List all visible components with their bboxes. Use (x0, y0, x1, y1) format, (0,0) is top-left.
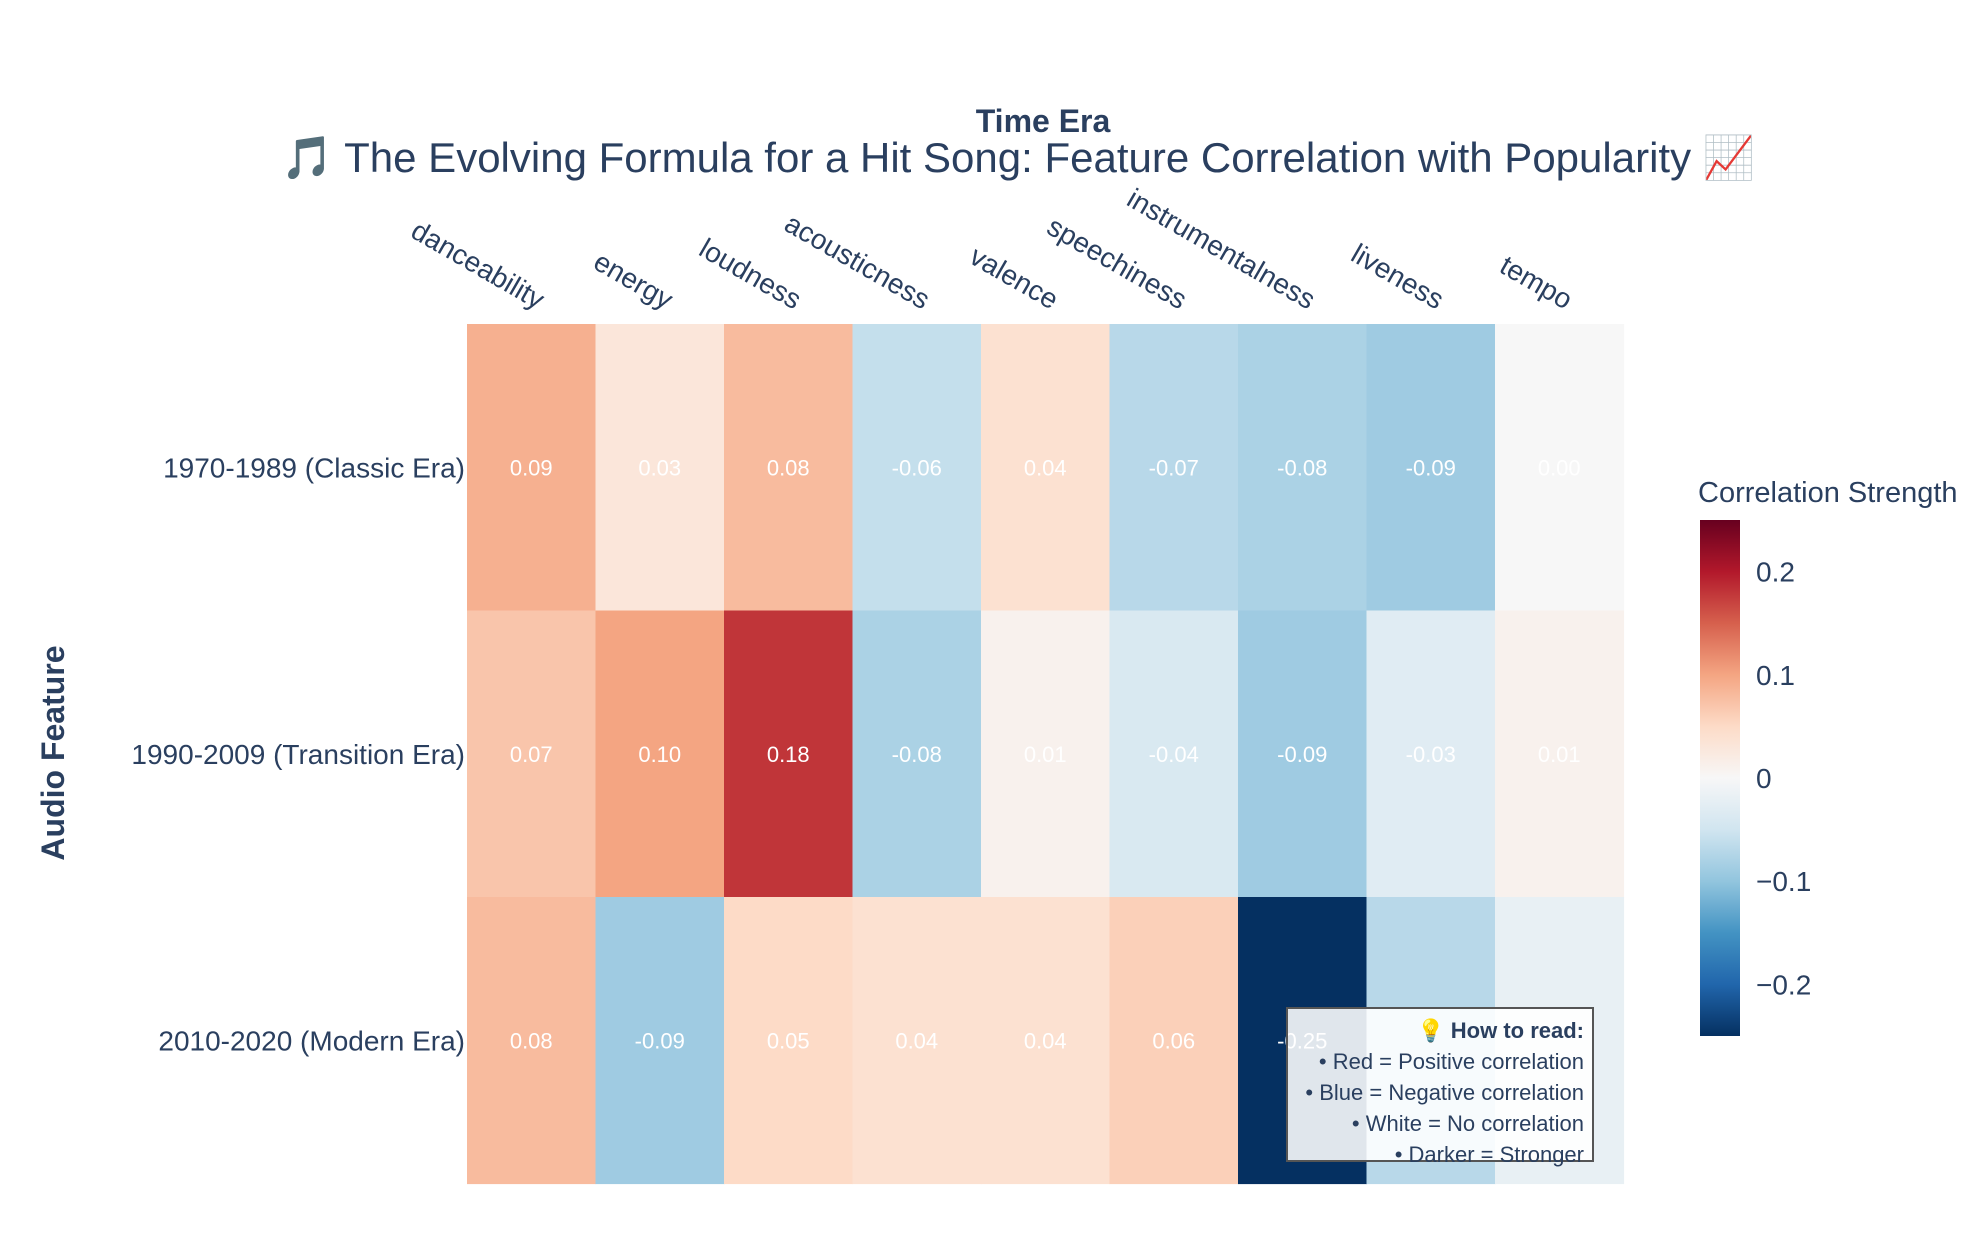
annotation-line-darker: • Darker = Stronger (1394, 1142, 1584, 1167)
heatmap-cell[interactable] (595, 324, 725, 612)
cell-value-label: 0.00 (1538, 455, 1581, 480)
y-tick-label: 2010-2020 (Modern Era) (158, 1025, 465, 1056)
heatmap-cell[interactable] (467, 897, 597, 1185)
cell-value-label: 0.06 (1152, 1028, 1195, 1053)
colorbar-tick-label: 0.2 (1756, 557, 1795, 588)
colorbar-tick-labels: 0.2 0.1 0 −0.1 −0.2 (1756, 557, 1811, 1001)
x-tick-label: loudness (694, 232, 807, 315)
heatmap-cell[interactable] (981, 610, 1111, 898)
how-to-read-annotation: 💡 How to read: • Red = Positive correlat… (1286, 1007, 1594, 1167)
heatmap-cell[interactable] (1238, 610, 1368, 898)
colorbar-tick-label: 0.1 (1756, 660, 1795, 691)
heatmap-cell[interactable] (1495, 324, 1625, 612)
heatmap-cell[interactable] (852, 610, 982, 898)
cell-value-label: 0.04 (895, 1028, 938, 1053)
cell-value-label: -0.09 (1406, 455, 1456, 480)
heatmap-cell[interactable] (1109, 610, 1239, 898)
cell-value-label: 0.01 (1024, 742, 1067, 767)
y-tick-label: 1990-2009 (Transition Era) (131, 739, 465, 770)
annotation-line-red: • Red = Positive correlation (1318, 1049, 1584, 1074)
heatmap-cell[interactable] (981, 897, 1111, 1185)
heatmap-cell[interactable] (724, 897, 854, 1185)
x-tick-label: liveness (1346, 238, 1449, 315)
cell-value-label: 0.08 (767, 455, 810, 480)
cell-value-label: -0.09 (635, 1028, 685, 1053)
x-tick-label: tempo (1495, 249, 1578, 315)
heatmap-cell[interactable] (724, 324, 854, 612)
colorbar-tick-label: −0.2 (1756, 969, 1811, 1000)
x-axis-title: Time Era (976, 103, 1111, 139)
annotation-line-blue: • Blue = Negative correlation (1305, 1080, 1584, 1105)
colorbar (1700, 520, 1740, 1036)
heatmap-cell[interactable] (981, 324, 1111, 612)
heatmap-cell[interactable] (1366, 610, 1496, 898)
heatmap-cell[interactable] (1109, 324, 1239, 612)
heatmap-cell[interactable] (1366, 324, 1496, 612)
cell-value-label: -0.04 (1149, 742, 1199, 767)
cell-value-label: 0.08 (510, 1028, 553, 1053)
annotation-title: 💡 How to read: (1417, 1018, 1584, 1043)
x-tick-label: energy (589, 246, 679, 316)
x-tick-label: acousticness (780, 207, 936, 315)
heatmap-cell[interactable] (852, 897, 982, 1185)
colorbar-tick-label: −0.1 (1756, 866, 1811, 897)
heatmap-cell[interactable] (467, 324, 597, 612)
cell-value-label: 0.09 (510, 455, 553, 480)
heatmap-cell[interactable] (1109, 897, 1239, 1185)
heatmap-cell[interactable] (595, 610, 725, 898)
cell-value-label: 0.07 (510, 742, 553, 767)
annotation-line-white: • White = No correlation (1351, 1111, 1584, 1136)
cell-value-label: -0.08 (892, 742, 942, 767)
heatmap-cell[interactable] (1495, 610, 1625, 898)
cell-value-label: 0.05 (767, 1028, 810, 1053)
y-axis-title: Audio Feature (35, 645, 71, 860)
chart-title: 🎵 The Evolving Formula for a Hit Song: F… (281, 133, 1755, 182)
heatmap-cell[interactable] (467, 610, 597, 898)
heatmap-cell[interactable] (724, 610, 854, 898)
heatmap-cell[interactable] (852, 324, 982, 612)
heatmap-cell[interactable] (1238, 324, 1368, 612)
heatmap-cell-labels: 0.09 0.03 0.08 -0.06 0.04 -0.07 -0.08 -0.09 0.00… (510, 455, 1581, 1053)
x-tick-label: valence (965, 240, 1064, 315)
cell-value-label: 0.18 (767, 742, 810, 767)
cell-value-label: 0.01 (1538, 742, 1581, 767)
heatmap-cell[interactable] (595, 897, 725, 1185)
cell-value-label: -0.07 (1149, 455, 1199, 480)
cell-value-label: 0.04 (1024, 1028, 1067, 1053)
cell-value-label: -0.08 (1277, 455, 1327, 480)
cell-value-label: 0.03 (638, 455, 681, 480)
cell-value-label: 0.04 (1024, 455, 1067, 480)
y-tick-label: 1970-1989 (Classic Era) (163, 452, 465, 483)
colorbar-title: Correlation Strength (1698, 477, 1958, 509)
cell-value-label: 0.10 (638, 742, 681, 767)
x-tick-label: danceability (406, 214, 550, 315)
y-axis-tick-labels: 1970-1989 (Classic Era) 1990-2009 (Transi… (131, 452, 465, 1056)
colorbar-tick-label: 0 (1756, 763, 1772, 794)
cell-value-label: -0.03 (1406, 742, 1456, 767)
cell-value-label: -0.09 (1277, 742, 1327, 767)
cell-value-label: -0.06 (892, 455, 942, 480)
